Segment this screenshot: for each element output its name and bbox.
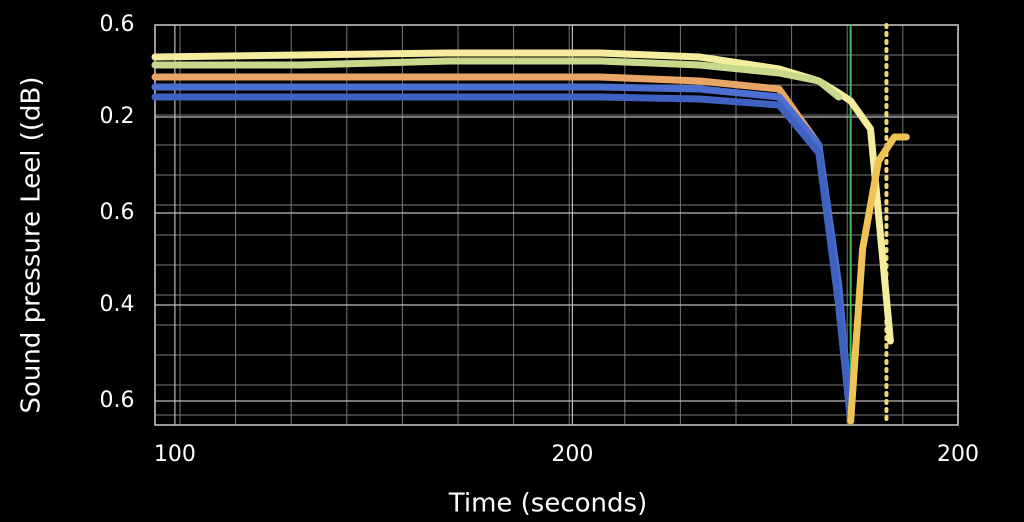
x-tick-label: 200: [551, 442, 593, 467]
y-axis-label: Sound pressure Leel ((dB): [17, 77, 47, 414]
y-tick-label: 0.6: [100, 388, 135, 413]
series-line: [151, 83, 855, 425]
series-line: [151, 73, 855, 425]
x-tick-label: 100: [154, 442, 196, 467]
x-tick-label: 200: [937, 442, 979, 467]
series-line: [847, 133, 910, 425]
series-line: [151, 49, 894, 345]
series-line: [151, 57, 843, 101]
series-line: [151, 93, 855, 425]
y-tick-label: 0.6: [100, 12, 135, 37]
y-tick-label: 0.2: [100, 104, 135, 129]
x-axis-label: Time (seconds): [448, 489, 647, 519]
y-tick-label: 0.6: [100, 200, 135, 225]
y-tick-label: 0.4: [100, 292, 135, 317]
